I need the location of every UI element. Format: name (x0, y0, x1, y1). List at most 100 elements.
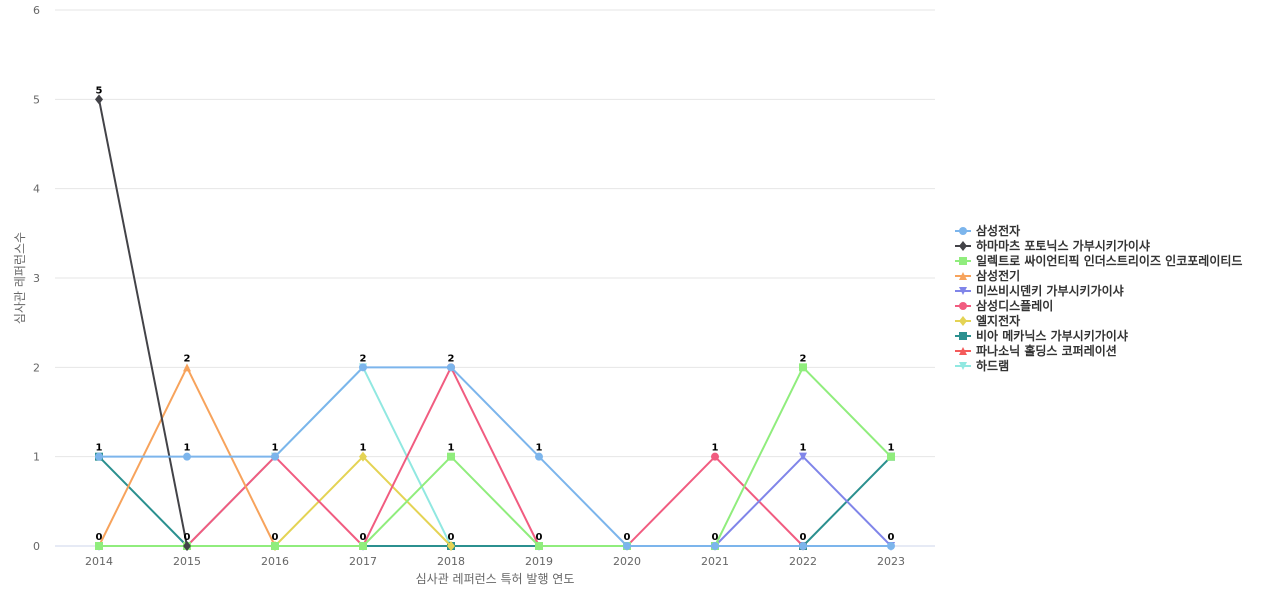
series-marker (799, 363, 807, 372)
series-marker (183, 541, 191, 551)
data-label: 0 (888, 532, 895, 543)
data-label: 5 (96, 85, 103, 96)
legend-item[interactable]: 삼성전자 (955, 223, 1020, 238)
x-tick-label: 2018 (437, 555, 465, 568)
series-marker (959, 241, 967, 251)
series-marker (799, 542, 807, 550)
data-labels: 5 1 0 2 1 0 1 0 2 1 0 2 1 0 1 0 0 1 0 2 1 0 1 0 (96, 85, 895, 543)
data-label: 0 (800, 532, 807, 543)
data-label: 0 (272, 532, 279, 543)
data-label: 0 (360, 532, 367, 543)
legend-label: 엘지전자 (976, 313, 1020, 328)
x-tick-label: 2023 (877, 555, 905, 568)
series-marker (183, 363, 191, 372)
x-tick-label: 2020 (613, 555, 641, 568)
legend-label: 일렉트로 싸이언티픽 인더스트리이즈 인코포레이티드 (976, 253, 1242, 268)
data-label: 0 (624, 532, 631, 543)
data-label: 0 (96, 532, 103, 543)
x-tick-label: 2022 (789, 555, 817, 568)
series-marker (359, 542, 367, 550)
series-marker (959, 287, 967, 295)
data-label: 1 (800, 443, 807, 454)
series-marker (359, 451, 367, 462)
series-marker (887, 542, 895, 550)
gridlines (55, 9, 935, 547)
y-tick-label: 1 (33, 451, 40, 464)
series-marker (959, 302, 967, 310)
legend-label: 삼성전자 (976, 223, 1020, 238)
data-label: 1 (360, 443, 367, 454)
series-marker (447, 452, 455, 461)
series-marker (271, 542, 279, 550)
series-marker (95, 452, 103, 461)
legend-label: 미쓰비시덴키 가부시키가이샤 (976, 283, 1124, 298)
series-marker (959, 316, 967, 326)
series-marker (359, 363, 367, 372)
data-label: 1 (272, 443, 279, 454)
legend-item[interactable]: 파나소닉 홀딩스 코퍼레이션 (955, 343, 1117, 358)
data-label: 1 (712, 443, 719, 454)
y-tick-label: 3 (33, 272, 40, 285)
legend-label: 하마마츠 포토닉스 가부시키가이샤 (976, 238, 1150, 253)
x-tick-label: 2015 (173, 555, 201, 568)
series-marker (959, 257, 967, 265)
y-axis-title: 심사관 레퍼런스수 (13, 232, 27, 324)
series-marker (447, 363, 455, 372)
legend-item[interactable]: 삼성전기 (955, 268, 1020, 283)
series-marker (535, 452, 543, 461)
x-tick-label: 2021 (701, 555, 729, 568)
legend-item[interactable]: 하드램 (955, 358, 1009, 373)
data-label: 2 (800, 353, 807, 364)
data-label: 1 (448, 443, 455, 454)
series-group (95, 363, 895, 550)
y-tick-label: 0 (33, 540, 40, 553)
series-marker (447, 541, 455, 551)
data-label: 0 (184, 532, 191, 543)
series-marker (271, 452, 279, 461)
x-tick-label: 2017 (349, 555, 377, 568)
series-marker (95, 542, 103, 550)
series-marker (711, 452, 719, 461)
legend-label: 비아 메카닉스 가부시키가이샤 (976, 328, 1128, 343)
series-marker (959, 227, 967, 235)
y-tick-label: 4 (33, 183, 40, 196)
series-line (98, 98, 188, 547)
legend-item[interactable]: 미쓰비시덴키 가부시키가이샤 (955, 283, 1124, 298)
data-label: 2 (184, 353, 191, 364)
legend-item[interactable]: 하마마츠 포토닉스 가부시키가이샤 (955, 238, 1150, 253)
series-line (98, 366, 892, 547)
legend-label: 삼성전기 (976, 268, 1020, 283)
data-label: 0 (536, 532, 543, 543)
y-tick-label: 6 (33, 4, 40, 17)
data-label: 1 (184, 443, 191, 454)
series-marker (183, 452, 191, 461)
series-marker (623, 542, 631, 550)
legend-label: 하드램 (976, 358, 1009, 373)
series-marker (959, 347, 967, 355)
data-label: 1 (536, 443, 543, 454)
legend-item[interactable]: 삼성디스플레이 (955, 298, 1053, 313)
series-group (95, 94, 191, 551)
series-marker (535, 542, 543, 550)
series-marker (887, 452, 895, 461)
series-marker (95, 94, 103, 105)
legend-item[interactable]: 엘지전자 (955, 313, 1020, 328)
legend-item[interactable]: 비아 메카닉스 가부시키가이샤 (955, 328, 1128, 343)
legend-label: 파나소닉 홀딩스 코퍼레이션 (976, 343, 1117, 358)
y-tick-label: 2 (33, 361, 40, 374)
data-label: 0 (712, 532, 719, 543)
legend-label: 삼성디스플레이 (976, 298, 1053, 313)
series-marker (959, 362, 967, 370)
x-tick-label: 2016 (261, 555, 289, 568)
data-label: 2 (360, 353, 367, 364)
data-label: 0 (448, 532, 455, 543)
data-label: 1 (96, 443, 103, 454)
series-lines (95, 94, 895, 551)
series-line (186, 366, 804, 547)
legend-item[interactable]: 일렉트로 싸이언티픽 인더스트리이즈 인코포레이티드 (955, 253, 1242, 268)
series-marker (711, 542, 719, 550)
x-tick-label: 2019 (525, 555, 553, 568)
